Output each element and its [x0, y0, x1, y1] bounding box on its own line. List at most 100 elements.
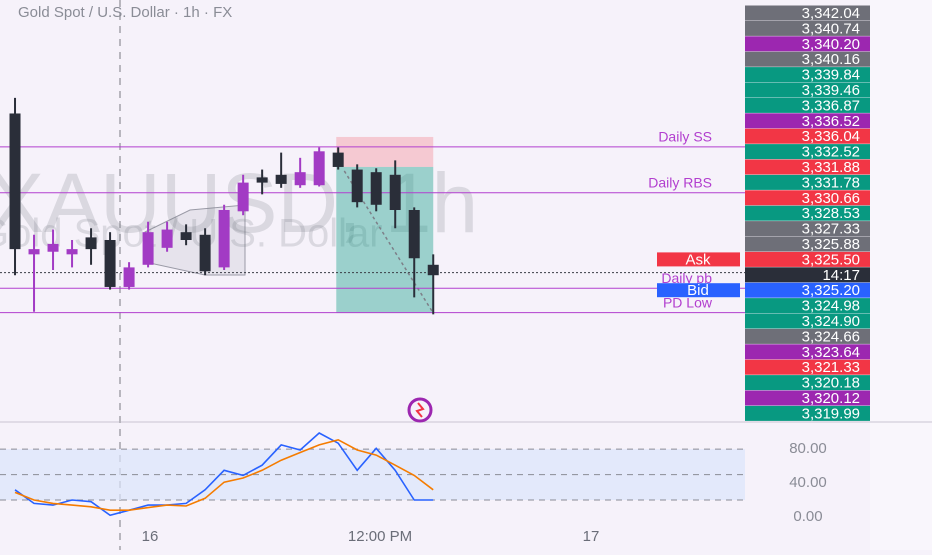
candle-body — [123, 267, 135, 287]
price-badge: 3,331.88 — [745, 159, 870, 176]
price-badge-label: 3,323.64 — [802, 344, 860, 361]
candle-body — [370, 172, 382, 205]
candle-body — [199, 234, 211, 272]
price-badge-bg — [745, 67, 870, 83]
price-badge-bg — [745, 205, 870, 221]
price-badge: 3,336.04 — [745, 128, 870, 145]
price-badge-label: 3,324.98 — [802, 298, 860, 315]
price-badge: 3,328.53 — [745, 205, 870, 222]
price-badge-label: 3,340.16 — [802, 51, 860, 68]
oscillator-line — [14, 438, 434, 511]
price-badge-bg — [745, 267, 870, 283]
price-badge-label: 3,340.74 — [802, 20, 860, 37]
price-badge-bg — [745, 282, 870, 298]
candle-body — [85, 237, 97, 250]
axis-panel — [870, 0, 932, 550]
price-badge-bg — [745, 174, 870, 190]
price-badge-label: 3,319.99 — [802, 405, 860, 422]
candle-body — [47, 243, 59, 252]
price-badge-label: 3,324.90 — [802, 313, 860, 330]
price-badge-bg — [745, 390, 870, 406]
price-badge: 3,342.04 — [745, 5, 870, 22]
price-badge: 3,340.74 — [745, 20, 870, 37]
y-tick-label: 40.00 — [789, 474, 827, 491]
position-path — [343, 170, 434, 314]
price-badge-label: 3,325.20 — [802, 282, 860, 299]
price-badge: 3,340.20 — [745, 36, 870, 53]
price-badge: 3,324.90 — [745, 313, 870, 330]
price-badge-label: 3,342.04 — [802, 5, 860, 22]
level-label: Daily RBS — [648, 174, 712, 190]
price-badge-bg — [745, 82, 870, 98]
price-badge-bg — [745, 221, 870, 237]
price-badge-label: 3,340.20 — [802, 36, 860, 53]
level-label: Daily pb — [661, 270, 712, 286]
candle-body — [294, 172, 306, 186]
price-badge: 3,340.16 — [745, 51, 870, 68]
candle-body — [408, 210, 420, 259]
candle-body — [351, 169, 363, 203]
price-badge-bg — [745, 113, 870, 129]
price-badge: 3,339.46 — [745, 82, 870, 99]
price-badge-label: 3,325.88 — [802, 236, 860, 253]
price-badge-bg — [745, 236, 870, 252]
price-badge-label: 3,327.33 — [802, 221, 860, 238]
candle-body — [389, 174, 401, 210]
candle-body — [9, 113, 21, 250]
logo-ring — [407, 397, 433, 423]
price-badge-label: 3,325.50 — [802, 251, 860, 268]
position-stop-zone — [336, 136, 434, 167]
price-badge-label: 3,336.52 — [802, 113, 860, 130]
price-badge-bg — [745, 36, 870, 52]
candle-body — [237, 182, 249, 212]
candle-body — [256, 177, 268, 183]
logo — [407, 397, 433, 423]
price-badge-bg — [745, 128, 870, 144]
price-badge-bg — [745, 97, 870, 113]
x-tick-label: 16 — [142, 528, 159, 545]
price-badge-bg — [745, 375, 870, 391]
price-badge-bg — [745, 405, 870, 421]
price-badge: 3,336.52 — [745, 113, 870, 130]
candle-body — [180, 232, 192, 240]
price-tag-bg — [657, 283, 740, 298]
price-badge: 3,320.12 — [745, 390, 870, 407]
price-badge-bg — [745, 5, 870, 21]
price-badge-label: 3,320.18 — [802, 375, 860, 392]
oscillator-line — [14, 432, 434, 517]
price-badge: 3,324.66 — [745, 328, 870, 345]
price-badge: 3,336.87 — [745, 97, 870, 114]
candle-body — [66, 249, 78, 255]
price-badge-bg — [745, 328, 870, 344]
y-tick-label: 0.00 — [793, 508, 822, 525]
price-badge-label: 3,320.12 — [802, 390, 860, 407]
price-badge-label: 3,324.66 — [802, 328, 860, 345]
price-tag-bg — [657, 252, 740, 267]
price-badge: 3,327.33 — [745, 221, 870, 238]
price-tag: Ask — [685, 251, 711, 268]
price-badge: 3,321.33 — [745, 359, 870, 376]
price-badge: 3,325.50 — [745, 251, 870, 268]
logo-bolt — [415, 402, 425, 418]
candle-body — [104, 240, 116, 287]
candle-body — [28, 249, 40, 255]
price-badge-bg — [745, 159, 870, 175]
price-badge-label: 3,330.66 — [802, 190, 860, 207]
price-badge-label: 3,332.52 — [802, 144, 860, 161]
candle-body — [218, 210, 230, 268]
price-badge: 3,323.64 — [745, 344, 870, 361]
y-tick-label: 80.00 — [789, 440, 827, 457]
price-badge: 3,325.20 — [745, 282, 870, 299]
price-badge: 3,332.52 — [745, 144, 870, 161]
price-badge-bg — [745, 51, 870, 67]
chart-title: Gold Spot / U.S. Dollar · 1h · FX — [18, 4, 232, 21]
price-badge-bg — [745, 251, 870, 267]
candle-body — [142, 232, 154, 265]
price-badge-label: 3,339.84 — [802, 67, 860, 84]
price-badge-label: 3,336.04 — [802, 128, 860, 145]
candle-body — [275, 174, 287, 184]
price-tag: Bid — [687, 282, 709, 299]
candle-body — [427, 264, 439, 276]
candle-body — [332, 152, 344, 167]
